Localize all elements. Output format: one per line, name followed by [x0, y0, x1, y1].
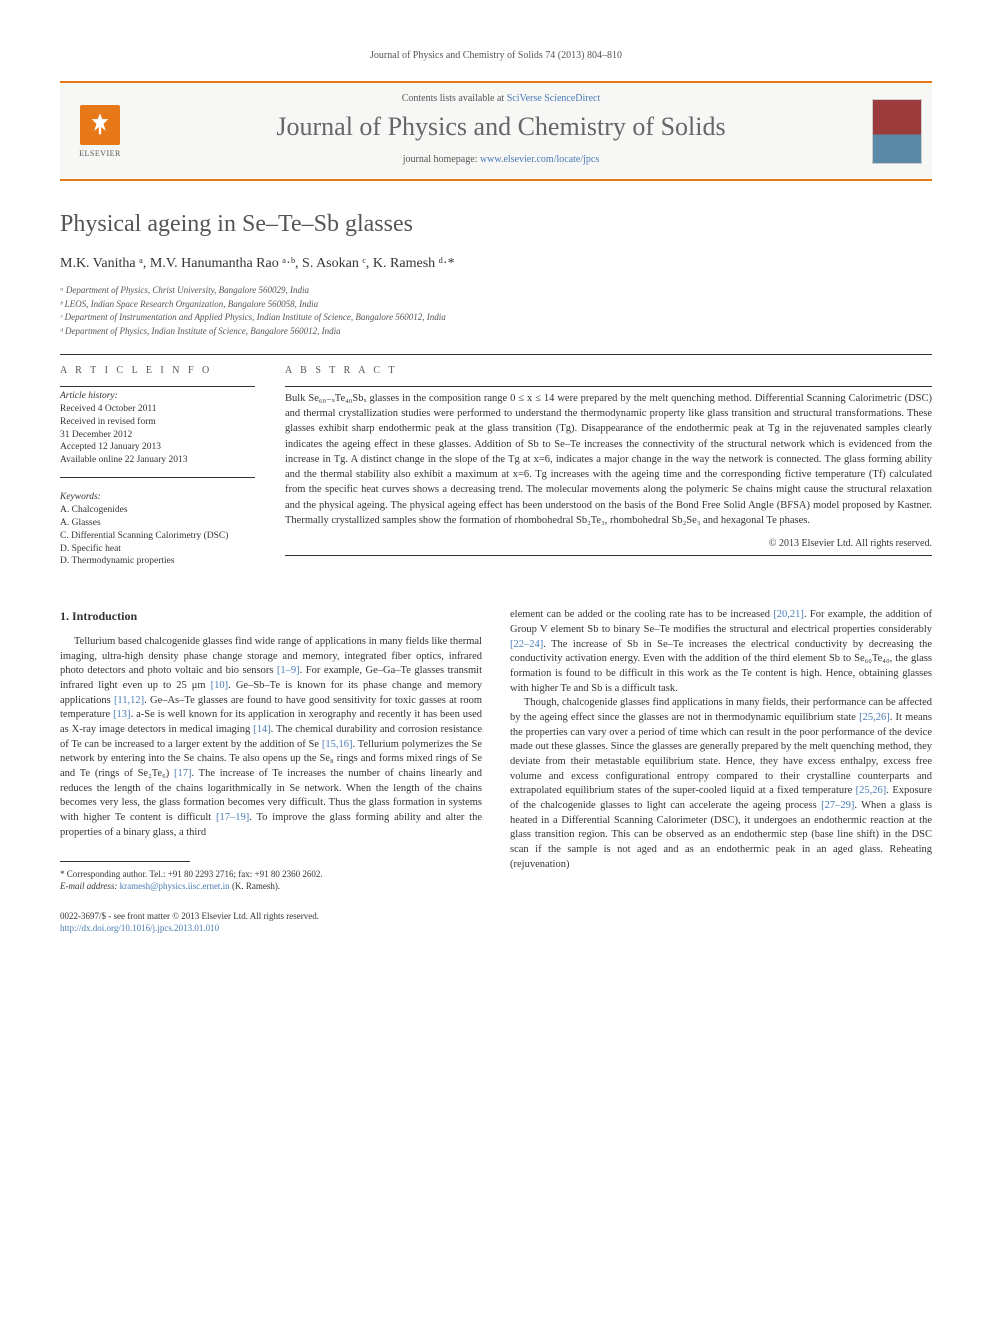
paragraph: Tellurium based chalcogenide glasses fin…: [60, 635, 482, 841]
keyword: D. Specific heat: [60, 543, 255, 556]
keyword: C. Differential Scanning Calorimetry (DS…: [60, 530, 255, 543]
divider: [285, 555, 932, 556]
history-item: Received in revised form: [60, 416, 255, 429]
abstract-block: A B S T R A C T Bulk Se₆₀₋ₓTe₄₀Sbₓ glass…: [285, 359, 932, 568]
history-item: 31 December 2012: [60, 429, 255, 442]
doi-link[interactable]: http://dx.doi.org/10.1016/j.jpcs.2013.01…: [60, 923, 219, 933]
divider: [60, 477, 255, 478]
elsevier-logo: ELSEVIER: [60, 83, 140, 179]
journal-homepage-link[interactable]: www.elsevier.com/locate/jpcs: [480, 154, 599, 165]
contents-prefix: Contents lists available at: [402, 93, 507, 104]
divider: [285, 386, 932, 387]
copyright-line: © 2013 Elsevier Ltd. All rights reserved…: [285, 538, 932, 549]
corresponding-author-footnote: * Corresponding author. Tel.: +91 80 229…: [60, 868, 482, 892]
sciencedirect-link[interactable]: SciVerse ScienceDirect: [507, 93, 601, 104]
article-info-block: A R T I C L E I N F O Article history: R…: [60, 359, 255, 568]
footnote-rule: [60, 861, 190, 862]
elsevier-label: ELSEVIER: [79, 149, 121, 158]
email-label: E-mail address:: [60, 881, 120, 891]
contents-line: Contents lists available at SciVerse Sci…: [140, 93, 862, 104]
keywords-label: Keywords:: [60, 492, 255, 502]
history-item: Available online 22 January 2013: [60, 454, 255, 467]
keyword: A. Chalcogenides: [60, 504, 255, 517]
abstract-text: Bulk Se₆₀₋ₓTe₄₀Sbₓ glasses in the compos…: [285, 391, 932, 528]
affiliation-a: ᵃ Department of Physics, Christ Universi…: [60, 284, 932, 298]
right-column: element can be added or the cooling rate…: [510, 608, 932, 934]
footer-block: 0022-3697/$ - see front matter © 2013 El…: [60, 910, 482, 934]
abstract-label: A B S T R A C T: [285, 359, 932, 376]
keyword: A. Glasses: [60, 517, 255, 530]
article-title: Physical ageing in Se–Te–Sb glasses: [60, 211, 932, 238]
divider: [60, 354, 932, 355]
authors-line: M.K. Vanitha ᵃ, M.V. Hanumantha Rao ᵃ·ᵇ,…: [60, 256, 932, 272]
journal-title: Journal of Physics and Chemistry of Soli…: [140, 112, 862, 142]
paragraph: Though, chalcogenide glasses find applic…: [510, 696, 932, 872]
affiliation-d: ᵈ Department of Physics, Indian Institut…: [60, 325, 932, 339]
corr-line: * Corresponding author. Tel.: +91 80 229…: [60, 868, 482, 880]
email-tail: (K. Ramesh).: [230, 881, 281, 891]
paragraph: element can be added or the cooling rate…: [510, 608, 932, 696]
running-header: Journal of Physics and Chemistry of Soli…: [60, 50, 932, 61]
front-matter-line: 0022-3697/$ - see front matter © 2013 El…: [60, 910, 482, 922]
left-column: 1. Introduction Tellurium based chalcoge…: [60, 608, 482, 934]
keyword: D. Thermodynamic properties: [60, 555, 255, 568]
history-item: Accepted 12 January 2013: [60, 441, 255, 454]
journal-header: ELSEVIER Contents lists available at Sci…: [60, 81, 932, 181]
email-link[interactable]: kramesh@physics.iisc.ernet.in: [120, 881, 230, 891]
body-text: 1. Introduction Tellurium based chalcoge…: [60, 608, 932, 934]
history-label: Article history:: [60, 391, 255, 401]
section-heading: 1. Introduction: [60, 608, 482, 625]
history-item: Received 4 October 2011: [60, 403, 255, 416]
homepage-line: journal homepage: www.elsevier.com/locat…: [140, 154, 862, 165]
affiliations: ᵃ Department of Physics, Christ Universi…: [60, 284, 932, 338]
affiliation-c: ᶜ Department of Instrumentation and Appl…: [60, 311, 932, 325]
divider: [60, 386, 255, 387]
article-info-label: A R T I C L E I N F O: [60, 359, 255, 376]
affiliation-b: ᵇ LEOS, Indian Space Research Organizati…: [60, 298, 932, 312]
elsevier-tree-icon: [80, 105, 120, 145]
homepage-prefix: journal homepage:: [403, 154, 480, 165]
cover-thumbnail: [862, 83, 932, 179]
